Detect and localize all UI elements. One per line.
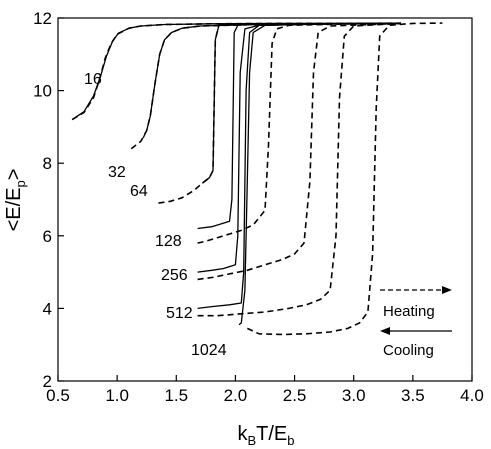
x-axis-title-main: k [237,423,248,445]
y-tick-label: 4 [43,299,52,318]
tick-layer: 0.5 1.0 1.5 2.0 2.5 3.0 3.5 4.0 2 4 6 8 10 12 [33,9,484,405]
annotation-512: 512 [166,305,193,322]
x-tick-label: 3.5 [401,386,425,405]
series-line-cooling-32 [142,22,402,139]
y-tick-label: 2 [43,372,52,391]
y-axis-title-end: > [3,169,25,181]
x-tick-label: 3.0 [342,386,366,405]
legend-heating-label: Heating [383,303,435,320]
annotation-1024: 1024 [191,342,227,359]
series-line-heating-64 [158,22,401,204]
series-line-cooling-16 [71,22,402,121]
legend: Heating Cooling [380,286,452,359]
x-tick-label: 0.5 [46,386,70,405]
y-axis-title: <E/Ep> [3,169,28,232]
y-tick-label: 12 [33,9,52,28]
y-axis-title-sub: p [13,180,28,187]
annotation-256: 256 [161,267,188,284]
x-axis-title-sub2: b [287,433,294,448]
legend-cooling-label: Cooling [383,342,434,359]
x-tick-label: 2.5 [283,386,307,405]
x-tick-label: 1.0 [105,386,129,405]
annotation-128: 128 [155,233,182,250]
series-line-heating-256 [197,22,402,281]
series-line-cooling-128 [197,22,402,230]
x-axis-title-sub1: B [247,433,256,448]
series-line-cooling-1024 [238,22,402,326]
plot-frame [57,17,473,382]
annotation-64: 64 [130,183,148,200]
series-line-heating-1024 [246,22,443,336]
legend-heating-arrow [442,286,452,294]
series-layer [71,22,443,336]
series-line-heating-128 [197,22,402,244]
x-tick-label: 2.0 [224,386,248,405]
series-line-heating-32 [130,22,402,150]
series-line-heating-512 [197,22,402,317]
y-tick-label: 6 [43,227,52,246]
x-axis-title: kBT/Eb [237,423,294,448]
x-axis-title-mid: T/E [256,423,287,445]
series-line-cooling-512 [197,22,402,310]
y-tick-label: 8 [43,154,52,173]
y-tick-label: 10 [33,82,52,101]
legend-cooling-arrow [380,327,390,335]
x-tick-label: 1.5 [164,386,188,405]
y-axis-title-main: <E/E [3,188,25,232]
annotation-16: 16 [84,71,102,88]
annotation-32: 32 [108,164,126,181]
series-line-heating-16 [71,22,402,121]
x-tick-label: 4.0 [460,386,484,405]
